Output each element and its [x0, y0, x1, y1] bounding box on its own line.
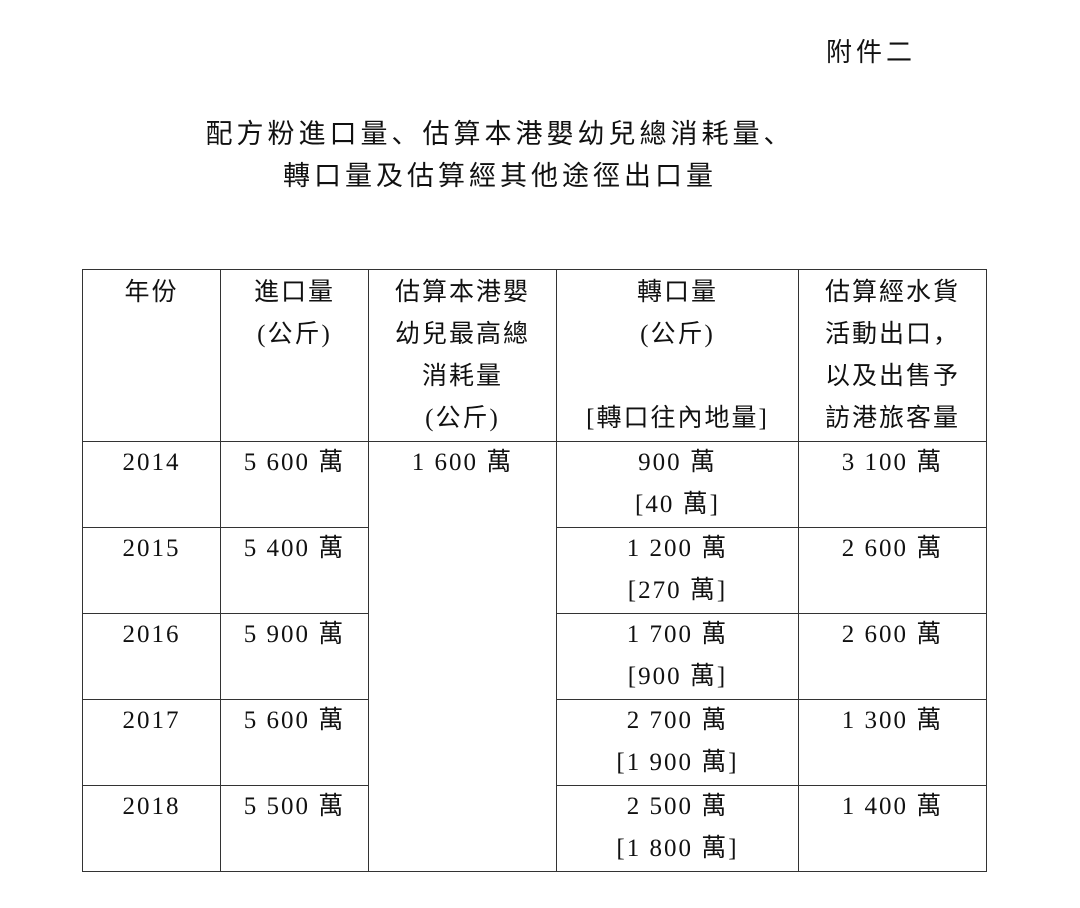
year-cell-text: 2017 — [122, 707, 181, 734]
header-text: 以及出售予 — [824, 363, 960, 390]
parallel-trade-cell: 2 600 萬 — [798, 613, 987, 700]
year-cell: 2015 — [82, 527, 221, 614]
reexport-cell-text: 2 700 萬 — [626, 707, 729, 734]
parallel-trade-cell: 1 400 萬 — [798, 785, 987, 872]
data-table: 年份 進口量 (公斤) 估算本港嬰 幼兒最高總 消耗量 (公斤) 轉口量 (公斤… — [82, 269, 987, 872]
import-cell-text: 5 500 萬 — [243, 793, 346, 820]
import-cell-text: 5 600 萬 — [243, 449, 346, 476]
header-text: 幼兒最高總 — [394, 321, 530, 348]
year-cell-text: 2016 — [122, 621, 181, 648]
document-title-line2: 轉口量及估算經其他途徑出口量 — [283, 161, 717, 191]
parallel-trade-cell-text: 3 100 萬 — [841, 449, 944, 476]
reexport-cell-text: [40 萬] — [635, 491, 720, 518]
reexport-cell: 900 萬 [40 萬] — [556, 441, 799, 528]
reexport-cell-text: 1 200 萬 — [626, 535, 729, 562]
year-cell: 2016 — [82, 613, 221, 700]
table-row: 2015 5 400 萬 1 200 萬 [270 萬] 2 600 萬 — [82, 527, 987, 614]
import-cell: 5 500 萬 — [220, 785, 369, 872]
header-text: 訪港旅客量 — [824, 405, 960, 432]
import-cell: 5 900 萬 — [220, 613, 369, 700]
reexport-cell-text: [900 萬] — [627, 663, 728, 690]
header-text: 進口量 — [253, 279, 335, 306]
year-cell-text: 2018 — [122, 793, 181, 820]
header-import: 進口量 (公斤) — [220, 269, 369, 442]
import-cell: 5 600 萬 — [220, 699, 369, 786]
import-cell-text: 5 600 萬 — [243, 707, 346, 734]
table-row: 2016 5 900 萬 1 700 萬 [900 萬] 2 600 萬 — [82, 613, 987, 700]
header-consumption: 估算本港嬰 幼兒最高總 消耗量 (公斤) — [368, 269, 557, 442]
table-row: 2018 5 500 萬 2 500 萬 [1 800 萬] 1 400 萬 — [82, 785, 987, 872]
header-reexport: 轉口量 (公斤) [轉口往內地量] — [556, 269, 799, 442]
import-cell: 5 600 萬 — [220, 441, 369, 528]
header-text: 估算經水貨 — [824, 279, 960, 306]
parallel-trade-cell: 3 100 萬 — [798, 441, 987, 528]
reexport-cell: 1 200 萬 [270 萬] — [556, 527, 799, 614]
reexport-cell: 2 700 萬 [1 900 萬] — [556, 699, 799, 786]
document-title-line1: 配方粉進口量、估算本港嬰幼兒總消耗量、 — [205, 119, 795, 149]
reexport-cell-text: [270 萬] — [627, 577, 728, 604]
reexport-cell-text: [1 800 萬] — [616, 835, 739, 862]
reexport-cell-text: [1 900 萬] — [616, 749, 739, 776]
import-cell-text: 5 900 萬 — [243, 621, 346, 648]
annex-label: 附件二 — [826, 38, 917, 67]
table-row: 2014 5 600 萬 1 600 萬 900 萬 [40 萬] 3 100 萬 — [82, 441, 987, 872]
parallel-trade-cell-text: 2 600 萬 — [841, 535, 944, 562]
consumption-cell-text: 1 600 萬 — [411, 449, 514, 476]
header-text: 轉口量 — [636, 279, 718, 306]
header-parallel-trade: 估算經水貨 活動出口， 以及出售予 訪港旅客量 — [798, 269, 987, 442]
header-text: (公斤) — [640, 321, 715, 348]
header-text: (公斤) — [257, 321, 332, 348]
import-cell-text: 5 400 萬 — [243, 535, 346, 562]
header-text: (公斤) — [425, 405, 500, 432]
header-year: 年份 — [82, 269, 221, 442]
parallel-trade-cell: 2 600 萬 — [798, 527, 987, 614]
parallel-trade-cell: 1 300 萬 — [798, 699, 987, 786]
header-spacer — [557, 356, 798, 398]
year-cell: 2018 — [82, 785, 221, 872]
reexport-cell-text: 2 500 萬 — [626, 793, 729, 820]
header-text: 消耗量 — [421, 363, 503, 390]
header-text: [轉口往內地量] — [586, 405, 769, 432]
year-cell: 2014 — [82, 441, 221, 528]
header-text: 年份 — [124, 279, 179, 306]
reexport-cell: 1 700 萬 [900 萬] — [556, 613, 799, 700]
parallel-trade-cell-text: 1 400 萬 — [841, 793, 944, 820]
header-text: 估算本港嬰 — [394, 279, 530, 306]
year-cell-text: 2015 — [122, 535, 181, 562]
table-row: 2017 5 600 萬 2 700 萬 [1 900 萬] 1 300 萬 — [82, 699, 987, 786]
parallel-trade-cell-text: 1 300 萬 — [841, 707, 944, 734]
parallel-trade-cell-text: 2 600 萬 — [841, 621, 944, 648]
header-row: 年份 進口量 (公斤) 估算本港嬰 幼兒最高總 消耗量 (公斤) 轉口量 (公斤… — [82, 269, 987, 442]
reexport-cell-text: 1 700 萬 — [626, 621, 729, 648]
year-cell: 2017 — [82, 699, 221, 786]
import-cell: 5 400 萬 — [220, 527, 369, 614]
header-text: 活動出口， — [824, 321, 960, 348]
reexport-cell-text: 900 萬 — [638, 449, 717, 476]
reexport-cell: 2 500 萬 [1 800 萬] — [556, 785, 799, 872]
consumption-cell: 1 600 萬 — [368, 441, 557, 872]
year-cell-text: 2014 — [122, 449, 181, 476]
